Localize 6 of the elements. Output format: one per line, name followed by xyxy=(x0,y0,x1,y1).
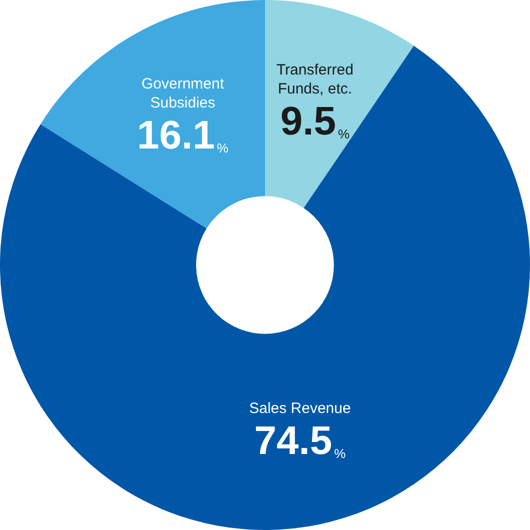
data-label: 9.5% xyxy=(280,100,350,144)
data-label: 16.1% xyxy=(137,113,229,158)
slice-label: Government Subsidies xyxy=(141,75,225,112)
slice-label: Transferred Funds, etc. xyxy=(276,62,354,98)
data-label: 74.5% xyxy=(254,418,346,463)
slice-label: Sales Revenue xyxy=(249,400,351,417)
